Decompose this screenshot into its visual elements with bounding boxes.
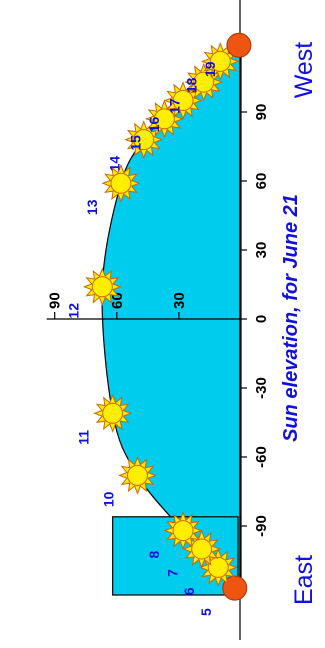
sun-hour-19: 19 [202, 32, 252, 77]
sun-hour-12: 12 [65, 267, 122, 319]
sun-hour-17: 17 [167, 62, 224, 114]
sun-hour-13: 13 [84, 163, 141, 215]
sun-disc [209, 50, 231, 72]
sun-disc [191, 538, 213, 560]
labels: East West Sun elevation, for June 21 [280, 42, 318, 605]
sun-disc [102, 402, 124, 424]
azimuth-tick-label: 0 [253, 315, 270, 323]
hour-label: 19 [202, 61, 218, 77]
sun-disc [110, 172, 132, 194]
azimuth-tick-label: 90 [253, 104, 270, 121]
hour-label: 12 [65, 303, 81, 319]
east-label: East [290, 555, 318, 605]
sun-hour-7: 7 [165, 529, 222, 577]
sun-disc-low [222, 575, 248, 601]
elevation-tick-label: 30 [171, 292, 188, 309]
chart-title: Sun elevation, for June 21 [280, 194, 302, 442]
hour-label: 8 [146, 550, 162, 558]
azimuth-tick-label: -90 [253, 515, 270, 537]
hour-label: 13 [84, 199, 100, 215]
hour-label: 5 [198, 608, 214, 616]
sun-disc [172, 520, 194, 542]
sun-hour-15: 15 [127, 99, 184, 151]
sun-disc [153, 108, 175, 130]
azimuth-tick-label: 30 [253, 242, 270, 259]
elevation-tick-label: 90 [47, 292, 64, 309]
hour-label: 15 [127, 135, 143, 151]
sun-hour-8: 8 [146, 511, 203, 558]
sun-disc [133, 129, 155, 151]
azimuth-tick-label: 60 [253, 173, 270, 190]
sun-disc [193, 71, 215, 93]
hour-label: 7 [165, 569, 181, 577]
hour-label: 10 [101, 491, 117, 507]
sun-disc [127, 464, 148, 486]
sun-disc-low [226, 32, 252, 58]
hour-label: 18 [183, 77, 199, 93]
axes: -90 -60 -30 0 30 60 90 30 60 90 [46, 0, 270, 640]
azimuth-tick-label: -60 [253, 446, 270, 468]
azimuth-tick-label: -30 [253, 377, 270, 399]
hour-label: 11 [76, 430, 92, 445]
sun-hour-5: 5 [198, 575, 248, 616]
sun-disc [172, 90, 194, 111]
sun-hour-11: 11 [76, 393, 133, 445]
hour-label: 6 [181, 587, 197, 595]
elevation-tick-label: 60 [109, 292, 126, 309]
hour-label: 14 [107, 156, 123, 172]
sun-disc [207, 556, 229, 578]
sun-hour-10: 10 [101, 455, 157, 507]
hour-label: 17 [167, 98, 183, 114]
west-label: West [290, 42, 318, 99]
hour-label: 16 [146, 117, 162, 133]
sun-hour-14: 14 [107, 120, 164, 172]
sun-disc [91, 276, 113, 298]
